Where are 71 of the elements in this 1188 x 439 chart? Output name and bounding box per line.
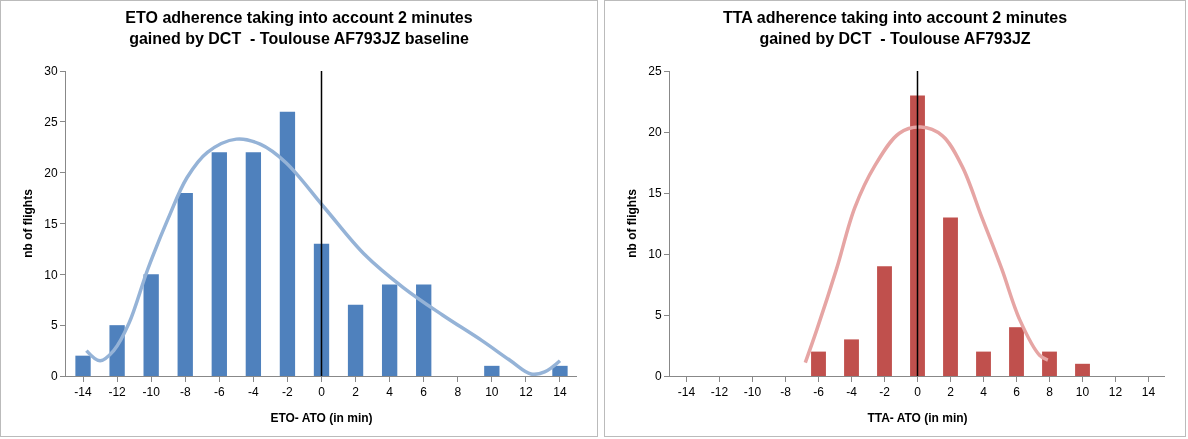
y-tick-label: 20 [44,165,58,180]
bar [279,111,296,376]
bar [75,355,91,376]
x-tick-label: 0 [318,385,326,400]
bar [416,284,432,376]
y-tick-label: 10 [44,267,58,282]
bar [877,266,892,376]
x-tick-label: -2 [879,385,891,400]
bar [552,365,568,376]
x-tick-label: 0 [914,385,922,400]
x-tick-label: 14 [553,385,567,400]
y-tick-label: 5 [654,308,662,323]
y-tick-label: 15 [44,216,58,231]
chart-title: TTA adherence taking into account 2 minutes gained by DCT - Toulouse AF793JZ [722,8,1068,47]
y-axis-title: nb of flights [21,188,35,258]
bar [910,95,925,376]
x-tick-label: -4 [846,385,858,400]
x-tick-label: -10 [743,385,762,400]
bar [211,152,227,376]
y-tick-label: 25 [648,64,662,79]
bar [976,351,991,376]
x-axis-title: ETO- ATO (in min) [270,411,373,425]
x-tick-label: 2 [947,385,955,400]
bar [1042,351,1057,376]
x-tick-label: 10 [1075,385,1090,400]
bar [381,284,398,376]
line-series [84,137,562,376]
y-tick-label: 15 [648,186,662,201]
bar [177,193,193,376]
x-tick-label: -8 [179,385,191,400]
bar [245,152,262,376]
y-tick-label: 0 [654,369,662,384]
x-tick-label: -14 [74,385,93,400]
x-tick-label: 4 [386,385,394,400]
x-tick-label: 8 [454,385,462,400]
bar [811,351,826,376]
y-tick-label: 20 [648,125,662,140]
x-tick-label: -12 [710,385,729,400]
x-tick-label: 12 [519,385,533,400]
bar [1009,327,1024,376]
x-tick-label: 6 [1013,385,1021,400]
x-tick-label: 4 [980,385,988,400]
x-axis-title: TTA- ATO (in min) [867,411,968,425]
bar [943,217,958,376]
x-tick-label: 2 [352,385,360,400]
y-tick-label: 10 [648,247,662,262]
line-series [803,125,1050,365]
y-tick-label: 25 [44,115,58,130]
x-tick-label: -4 [248,385,260,400]
bar [143,274,159,376]
chart-title: ETO adherence taking into account 2 minutes gained by DCT - Toulouse AF793JZ baseline [125,8,473,47]
x-tick-label: -2 [282,385,294,400]
x-tick-label: 14 [1141,385,1156,400]
y-tick-label: 30 [44,64,58,79]
x-tick-label: 8 [1046,385,1054,400]
y-tick-label: 0 [50,369,58,384]
x-tick-label: -6 [213,385,225,400]
bar [484,365,500,376]
x-tick-label: -14 [677,385,696,400]
bar [1075,363,1090,376]
x-tick-label: 12 [1108,385,1123,400]
x-tick-label: 10 [485,385,499,400]
bar [844,339,859,376]
x-tick-label: -12 [108,385,127,400]
x-tick-label: -6 [813,385,825,400]
y-axis-title: nb of flights [625,188,639,258]
x-tick-label: 6 [420,385,428,400]
bar [347,304,364,376]
y-tick-label: 5 [50,318,58,333]
x-tick-label: -10 [142,385,161,400]
x-tick-label: -8 [780,385,792,400]
